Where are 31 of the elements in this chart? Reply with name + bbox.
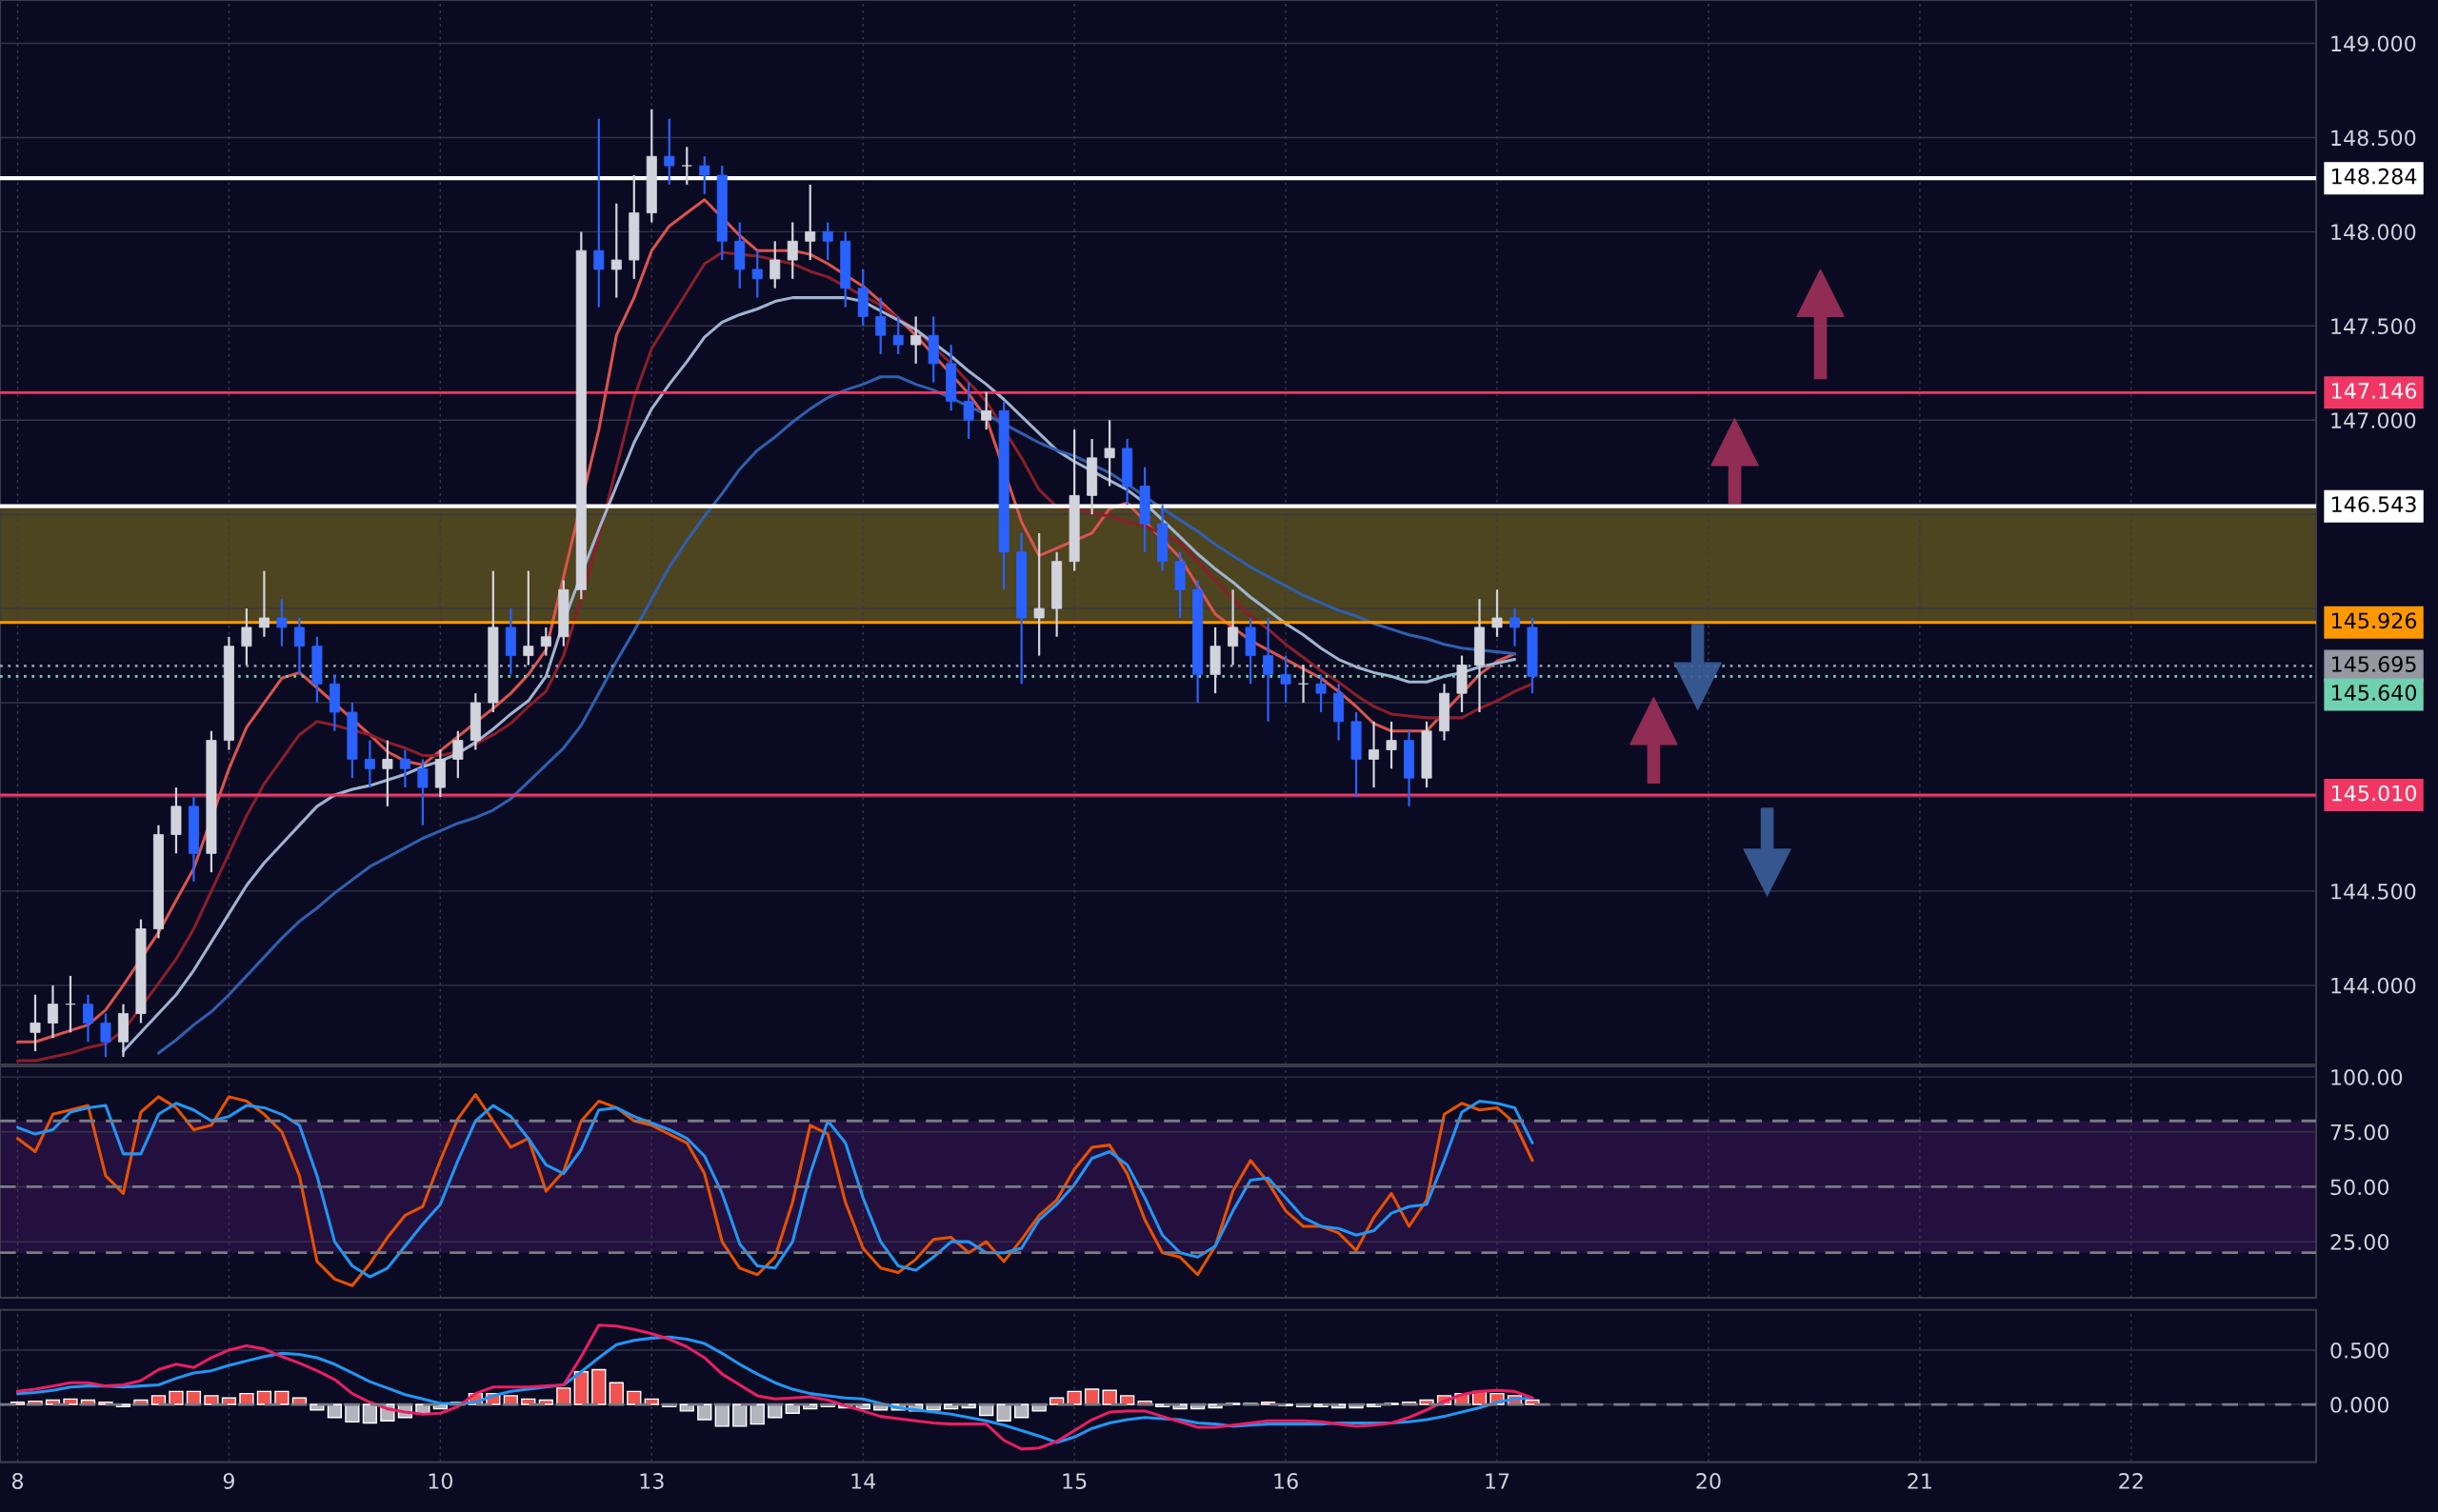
y-tick-label: 75.00 — [2330, 1124, 2389, 1141]
x-tick-label: 21 — [1908, 1473, 1931, 1489]
ref-line-label: 145.640 — [2332, 685, 2417, 701]
y-tick-label: 149.000 — [2331, 35, 2416, 52]
y-tick-label: 147.500 — [2331, 318, 2416, 335]
x-tick-label: 20 — [1696, 1473, 1721, 1489]
y-tick-label: 0.000 — [2330, 1397, 2389, 1413]
y-tick-label: 50.00 — [2330, 1179, 2389, 1196]
x-tick-label: 8 — [11, 1473, 24, 1489]
x-tick-label: 17 — [1486, 1473, 1509, 1489]
x-tick-label: 16 — [1274, 1473, 1298, 1489]
ref-line-label: 145.695 — [2332, 656, 2416, 672]
y-tick-label: 100.00 — [2331, 1069, 2403, 1085]
x-tick-label: 13 — [640, 1473, 664, 1489]
y-tick-label: 148.000 — [2331, 224, 2416, 241]
ref-line-label: 145.010 — [2332, 785, 2417, 802]
x-tick-label: 9 — [223, 1473, 234, 1489]
y-tick-label: 25.00 — [2330, 1234, 2389, 1250]
ref-line-label: 147.146 — [2332, 382, 2417, 399]
y-tick-label: 147.000 — [2331, 412, 2416, 428]
ref-line-label: 145.926 — [2332, 612, 2417, 629]
y-tick-label: 144.000 — [2331, 977, 2416, 994]
x-tick-label: 15 — [1063, 1473, 1087, 1489]
ref-line-label: 148.284 — [2332, 168, 2417, 185]
x-tick-label: 22 — [2119, 1473, 2143, 1489]
y-tick-label: 148.500 — [2331, 129, 2416, 147]
ref-line-label: 146.543 — [2332, 496, 2416, 513]
x-tick-label: 10 — [429, 1473, 453, 1489]
y-tick-label: 144.500 — [2331, 883, 2416, 900]
x-tick-label: 14 — [851, 1473, 876, 1489]
y-tick-label: 0.500 — [2330, 1342, 2389, 1359]
